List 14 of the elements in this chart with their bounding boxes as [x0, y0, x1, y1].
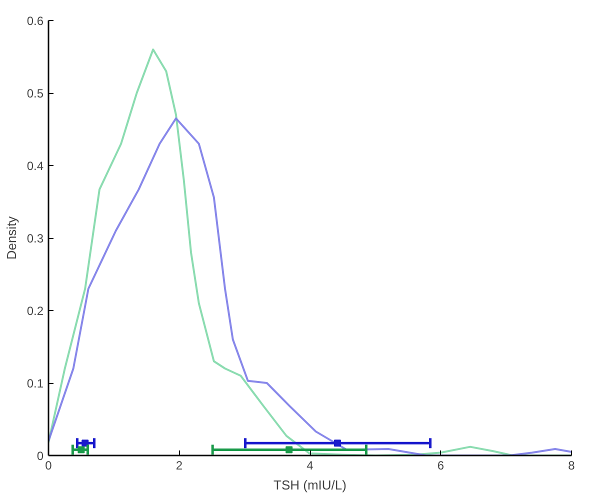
y-tick-label: 0 [36, 449, 44, 463]
y-tick-label: 0.5 [26, 86, 44, 100]
x-tick-label: 0 [45, 458, 52, 472]
y-tick-label: 0.1 [26, 376, 44, 390]
y-tick-label: 0.4 [26, 159, 44, 173]
y-axis-title: Density [4, 216, 19, 260]
x-tick-label: 4 [306, 458, 314, 472]
x-axis-title: TSH (mIU/L) [274, 478, 346, 492]
y-tick-label: 0.2 [26, 304, 44, 318]
y-tick-label: 0.6 [26, 14, 44, 28]
x-tick-label: 6 [437, 458, 444, 472]
y-tick-label: 0.3 [26, 232, 44, 246]
x-tick-label: 8 [568, 458, 576, 472]
x-tick-label: 2 [176, 458, 183, 472]
